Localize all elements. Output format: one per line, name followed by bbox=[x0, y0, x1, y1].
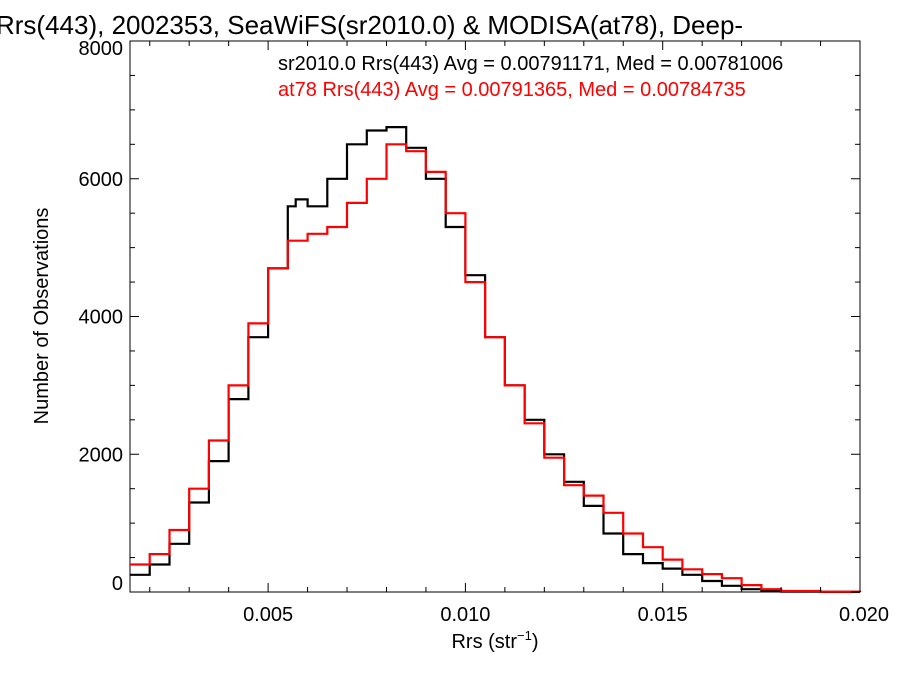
series-line-0 bbox=[130, 126, 862, 593]
y-tick-label: 6000 bbox=[79, 169, 124, 191]
x-axis-label: Rrs (str−1) bbox=[451, 628, 538, 653]
x-tick-label: 0.010 bbox=[440, 604, 490, 626]
x-tick-label: 0.005 bbox=[243, 604, 293, 626]
x-axis-label-close: ) bbox=[532, 631, 539, 653]
x-tick-label: 0.015 bbox=[638, 604, 688, 626]
plot-area-border bbox=[129, 40, 861, 593]
plot-frame bbox=[129, 40, 861, 593]
series-layer bbox=[130, 126, 862, 593]
y-tick-label: 2000 bbox=[79, 444, 124, 466]
y-tick-label: 8000 bbox=[79, 38, 124, 60]
chart-title: Rrs(443), 2002353, SeaWiFS(sr2010.0) & M… bbox=[0, 10, 743, 40]
y-tick-label: 0 bbox=[112, 573, 123, 595]
series-line-1 bbox=[130, 143, 862, 593]
x-axis-label-base: Rrs (str bbox=[451, 631, 517, 653]
legend-annotation-at78: at78 Rrs(443) Avg = 0.00791365, Med = 0.… bbox=[278, 79, 746, 101]
y-axis-label: Number of Observations bbox=[31, 208, 53, 425]
x-axis-label-superscript: −1 bbox=[517, 628, 532, 643]
legend-annotation-sr2010: sr2010.0 Rrs(443) Avg = 0.00791171, Med … bbox=[278, 53, 783, 75]
y-tick-label: 4000 bbox=[79, 307, 124, 329]
ticks-layer: 0.005 0.010 0.015 0.020 0 2000 4000 6000 8000 bbox=[79, 38, 890, 626]
x-tick-label: 0.020 bbox=[839, 604, 889, 626]
